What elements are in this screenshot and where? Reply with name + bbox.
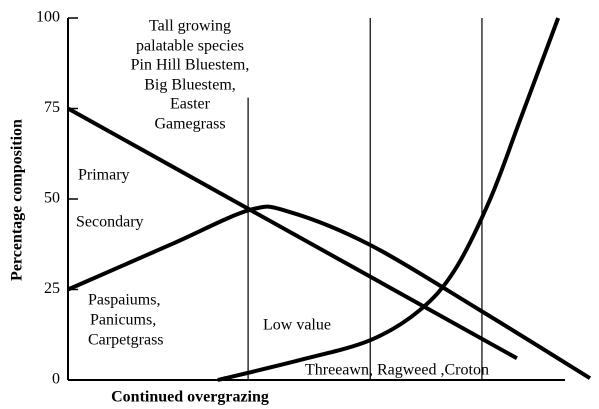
annotation: Easter (170, 96, 211, 113)
annotation: Paspaiums, (88, 292, 160, 309)
annotation: Carpetgrass (88, 332, 164, 349)
annotation: Threeawn, Ragweed ,Croton (305, 362, 489, 379)
y-tick-label: 25 (44, 280, 60, 297)
annotation: Panicums, (90, 312, 156, 329)
x-axis-label: Continued overgrazing (111, 389, 269, 406)
series-line (67, 106, 518, 361)
y-tick-label: 100 (36, 9, 60, 26)
y-tick-label: 75 (44, 99, 60, 116)
annotation: Big Bluestem, (144, 77, 236, 94)
y-axis-label: Percentage composition (9, 119, 26, 281)
series-label: Primary (78, 167, 130, 184)
series-label: Low value (263, 317, 331, 334)
annotation: Pin Hill Bluestem, (131, 57, 250, 74)
annotation: Tall growing (149, 18, 231, 35)
annotation: palatable species (136, 38, 244, 55)
series-label: Secondary (76, 214, 144, 231)
y-tick-label: 50 (44, 190, 60, 207)
y-tick-label: 0 (52, 371, 60, 388)
series-line (217, 17, 561, 382)
series-line (67, 204, 592, 380)
annotation: Gamegrass (154, 116, 225, 133)
